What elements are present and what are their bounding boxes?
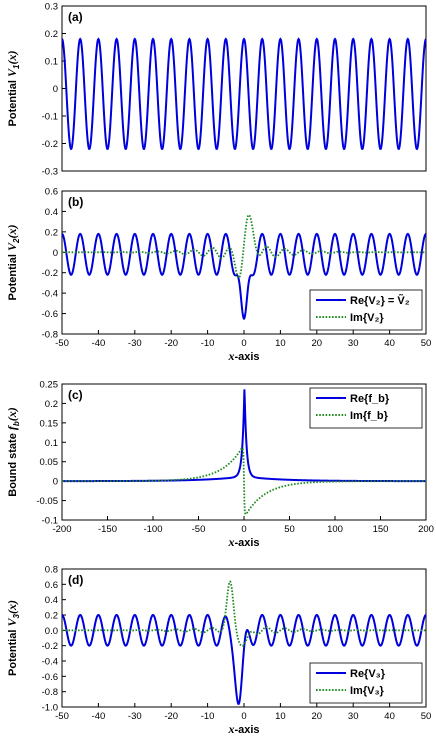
x-tick-label: -100 — [143, 524, 162, 535]
legend-box — [309, 387, 423, 429]
y-tick-label: 0.1 — [45, 57, 58, 68]
x-tick-label: 30 — [348, 338, 359, 349]
x-tick-label: 20 — [312, 338, 323, 349]
y-tick-label: -0.2 — [42, 641, 58, 652]
y-tick-label: -0.6 — [42, 309, 58, 320]
x-tick-label: 10 — [275, 711, 286, 722]
x-axis-label: x-axis — [227, 535, 259, 549]
x-axis-label: x-axis — [227, 722, 259, 736]
legend-label: Re{V₂} = Ṽ₂ — [350, 294, 410, 307]
y-axis-label: Bound state fb(x) — [5, 407, 21, 497]
y-axis-label: Potential V2(x) — [5, 225, 21, 301]
y-tick-label: 0 — [53, 477, 58, 488]
plot-frame — [61, 5, 427, 172]
series-line-im-f-b- — [62, 447, 426, 516]
y-tick-label: -0.05 — [36, 496, 58, 507]
legend-label: Re{V₃} — [350, 668, 386, 680]
x-tick-label: 0 — [241, 524, 246, 535]
y-tick-label: 0.2 — [45, 399, 58, 410]
x-tick-label: -50 — [55, 338, 69, 349]
y-tick-label: 0 — [53, 248, 58, 259]
legend: Re{V₂} = Ṽ₂ Im{V₂} — [309, 289, 423, 331]
x-tick-label: -40 — [92, 338, 106, 349]
x-tick-label: 40 — [384, 711, 395, 722]
legend-box — [309, 289, 423, 331]
x-tick-label: 50 — [421, 711, 432, 722]
panel-label: (c) — [68, 388, 83, 402]
legend: Re{f_b} Im{f_b} — [309, 387, 423, 429]
x-tick-label: 50 — [284, 524, 295, 535]
x-tick-label: -50 — [192, 524, 206, 535]
x-tick-label: 20 — [312, 711, 323, 722]
x-tick-label: 0 — [241, 338, 246, 349]
legend-label: Im{V₃} — [350, 685, 385, 697]
y-tick-label: 0.3 — [45, 2, 58, 13]
y-tick-label: -0.8 — [42, 330, 58, 341]
y-tick-label: -0.1 — [42, 516, 58, 527]
series-line-im-v3- — [62, 580, 426, 647]
y-tick-label: 0.25 — [40, 380, 59, 391]
y-tick-label: -0.4 — [42, 657, 58, 668]
panel-label: (a) — [68, 10, 83, 24]
x-tick-label: 100 — [327, 524, 343, 535]
legend-box — [309, 662, 423, 704]
x-tick-label: -30 — [128, 338, 142, 349]
x-tick-label: -20 — [164, 711, 178, 722]
x-tick-label: 150 — [373, 524, 389, 535]
y-tick-label: -0.3 — [42, 167, 58, 178]
y-tick-label: 0.2 — [45, 611, 58, 622]
y-tick-label: 0.15 — [40, 418, 59, 429]
y-tick-label: 0.6 — [45, 580, 58, 591]
series-line-im-v2- — [62, 213, 426, 279]
y-tick-label: 0.8 — [45, 565, 58, 576]
x-tick-label: 0 — [241, 711, 246, 722]
x-tick-label: -20 — [164, 338, 178, 349]
y-tick-label: -0.2 — [42, 139, 58, 150]
x-axis-label: x-axis — [227, 349, 259, 363]
panel-b: -0.8 -0.6 -0.4 -0.2 0 0.2 0.4 0.6 -50 -40 -30 -20 -1… — [5, 187, 431, 364]
panel-a: -0.3 -0.2 -0.1 0 0.1 0.2 0.3 (a) Potential V1(x) — [5, 2, 427, 178]
panel-label: (d) — [68, 573, 83, 587]
legend-label: Re{f_b} — [350, 393, 390, 405]
x-tick-label: -10 — [201, 711, 215, 722]
panel-label: (b) — [68, 195, 83, 209]
y-tick-label: -0.2 — [42, 268, 58, 279]
y-axis-label: Potential V3(x) — [5, 600, 21, 676]
x-tick-label: 10 — [275, 338, 286, 349]
series-line-re-v2- — [62, 232, 426, 321]
panel-c: -0.1 -0.05 0 0.05 0.1 0.15 0.2 0.25 -200 -150 -100… — [5, 380, 434, 550]
x-tick-label: -150 — [98, 524, 117, 535]
y-tick-label: 0.05 — [40, 457, 59, 468]
x-tick-label: 200 — [418, 524, 434, 535]
x-tick-label: -50 — [55, 711, 69, 722]
y-tick-label: -1.0 — [42, 703, 58, 714]
x-tick-label: -200 — [52, 524, 71, 535]
y-tick-label: 0.1 — [45, 438, 58, 449]
y-tick-label: 0.2 — [45, 29, 58, 40]
legend-label: Im{V₂} — [350, 312, 384, 324]
y-tick-label: 0.6 — [45, 187, 58, 198]
x-tick-label: 40 — [384, 338, 395, 349]
y-tick-label: 0.4 — [45, 595, 58, 606]
y-axis-label: Potential V1(x) — [5, 51, 21, 127]
y-tick-label: 0 — [53, 84, 58, 95]
x-tick-label: -10 — [201, 338, 215, 349]
legend-label: Im{f_b} — [350, 410, 389, 422]
y-tick-label: 0.2 — [45, 227, 58, 238]
x-tick-label: -40 — [92, 711, 106, 722]
series-line-0 — [62, 37, 426, 150]
panel-d: -1.0 -0.8 -0.6 -0.4 -0.2 0.0 0.2 0.4 0.6 0.8 -50 -4… — [5, 565, 431, 737]
x-tick-label: -30 — [128, 711, 142, 722]
x-tick-label: 50 — [421, 338, 432, 349]
x-tick-label: 30 — [348, 711, 359, 722]
y-tick-label: 0.4 — [45, 207, 58, 218]
y-tick-label: 0.0 — [45, 626, 58, 637]
legend: Re{V₃} Im{V₃} — [309, 662, 423, 704]
y-tick-label: -0.4 — [42, 289, 58, 300]
y-tick-label: -0.8 — [42, 687, 58, 698]
y-tick-label: -0.1 — [42, 112, 58, 123]
y-tick-label: -0.6 — [42, 672, 58, 683]
series-line-re-v3- — [62, 613, 426, 705]
